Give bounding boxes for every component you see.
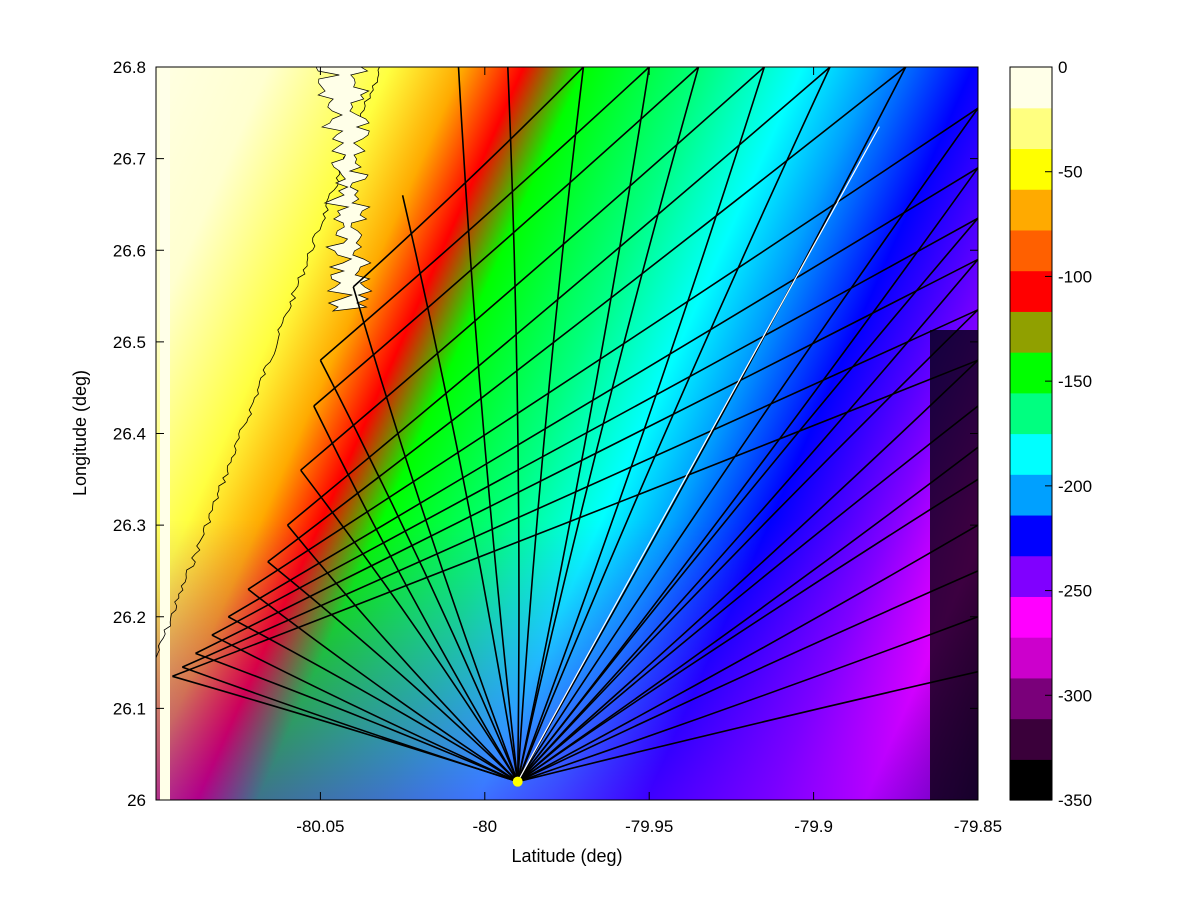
colorbar-ticks: 0 -50 -100 -150 -200 -250 -300 -350 (1045, 58, 1092, 810)
ray-path (517, 616, 978, 783)
reflected-ray-path (172, 359, 978, 678)
colorbar-tick-label: -150 (1058, 372, 1092, 391)
colorbar-band (1010, 352, 1052, 394)
x-tick-label: -79.9 (794, 817, 833, 836)
x-axis-label: Latitude (deg) (511, 846, 622, 866)
colorbar-band (1010, 514, 1052, 557)
y-tick-label: 26.8 (113, 58, 146, 77)
y-tick-label: 26 (127, 791, 146, 810)
ray-path (517, 570, 978, 783)
ray-path (267, 561, 519, 783)
bathymetry-field (156, 67, 978, 800)
ray-path (517, 67, 907, 783)
colorbar-bands (1010, 67, 1052, 801)
colorbar-band (1010, 107, 1052, 150)
colorbar-band (1010, 637, 1052, 679)
y-tick-label: 26.6 (113, 241, 146, 260)
ray-path (182, 666, 518, 783)
colorbar-tick-label: -200 (1058, 477, 1092, 496)
ray-path (517, 670, 978, 783)
ray-path (195, 652, 519, 783)
ray-path (517, 217, 978, 783)
reflected-ray-path (211, 217, 978, 636)
ray-path (300, 469, 519, 783)
ray-path (211, 634, 519, 783)
colorbar: 0 -50 -100 -150 -200 -250 -300 -350 (1009, 58, 1092, 810)
colorbar-band (1010, 718, 1052, 760)
ray-path (516, 67, 831, 783)
ray-path (286, 524, 519, 783)
ray-path (457, 67, 519, 782)
colorbar-tick-label: -250 (1058, 582, 1092, 601)
x-tick-label: -80.05 (296, 817, 344, 836)
x-tick-label: -79.85 (954, 817, 1002, 836)
ray-path (516, 67, 585, 782)
ray-path (517, 405, 978, 783)
colorbar-band (1010, 148, 1052, 190)
ray-path (401, 195, 519, 782)
ray-paths (172, 67, 978, 783)
ray-path (313, 405, 519, 783)
y-tick-label: 26.2 (113, 608, 146, 627)
reflected-ray-path (181, 309, 978, 668)
ray-path (507, 67, 520, 782)
ray-path (516, 67, 766, 782)
colorbar-band (1010, 596, 1052, 638)
colorbar-band (1010, 189, 1052, 231)
colorbar-band (1010, 677, 1052, 720)
colorbar-band (1010, 311, 1052, 353)
colorbar-tick-label: -350 (1058, 791, 1092, 810)
highlighted-ray-path (517, 126, 880, 782)
ray-path (517, 524, 978, 783)
ray-path (517, 258, 978, 783)
ray-path (517, 446, 978, 783)
colorbar-band (1010, 759, 1052, 801)
y-tick-label: 26.4 (113, 425, 146, 444)
reflected-ray-path (267, 67, 907, 563)
reflected-ray-path (319, 67, 650, 361)
barrier-island (315, 67, 373, 312)
reflected-ray-path (195, 258, 978, 655)
ray-path (517, 478, 978, 783)
colorbar-tick-label: -300 (1058, 686, 1092, 705)
plot-area (156, 67, 978, 800)
ray-path (517, 359, 978, 783)
y-tick-label: 26.5 (113, 333, 146, 352)
ray-path (319, 359, 519, 783)
colorbar-band (1010, 392, 1052, 435)
y-tick-label: 26.7 (113, 150, 146, 169)
colorbar-frame (1009, 66, 1053, 801)
reflected-ray-path (227, 167, 978, 618)
colorbar-tick-label: 0 (1058, 58, 1067, 77)
colorbar-band (1010, 270, 1052, 312)
y-tick-label: 26.3 (113, 516, 146, 535)
x-axis-ticks: -80.05 -80 -79.95 -79.9 -79.85 (296, 67, 1002, 836)
source-point (512, 776, 523, 787)
colorbar-band (1010, 433, 1052, 475)
colorbar-band (1010, 474, 1052, 516)
ray-path (516, 67, 650, 782)
colorbar-tick-label: -100 (1058, 267, 1092, 286)
x-tick-label: -79.95 (625, 817, 673, 836)
ray-path (517, 107, 978, 783)
y-axis-ticks: 26 26.1 26.2 26.3 26.4 26.5 26.6 26.7 26.8 (113, 58, 978, 810)
reflected-ray-path (247, 107, 978, 590)
colorbar-tick-label: -50 (1058, 163, 1083, 182)
reflected-ray-path (300, 67, 765, 471)
x-tick-label: -80 (473, 817, 498, 836)
colorbar-band (1010, 229, 1052, 272)
reflected-ray-path (286, 67, 831, 526)
y-axis-label: Longitude (deg) (70, 370, 90, 496)
coastline (156, 67, 381, 659)
source-marker (512, 776, 523, 787)
highlighted-ray (517, 126, 880, 782)
y-tick-label: 26.1 (113, 699, 146, 718)
ray-path (247, 588, 519, 783)
reflected-ray-path (352, 67, 584, 288)
ray-path (517, 309, 978, 783)
reflected-ray-path (313, 67, 700, 407)
colorbar-band (1010, 67, 1052, 109)
